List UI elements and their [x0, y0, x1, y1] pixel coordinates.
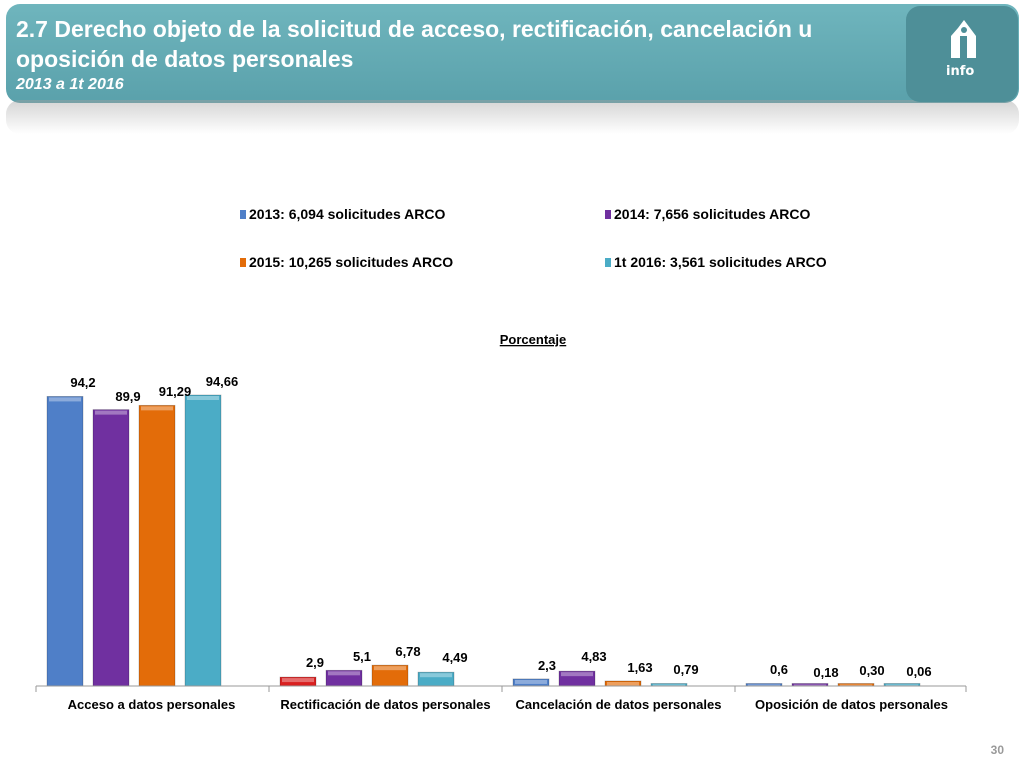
- bar-highlight: [328, 671, 360, 676]
- legend-swatch: [240, 210, 246, 219]
- bar-highlight: [840, 684, 872, 686]
- monument-icon: [951, 20, 976, 58]
- bar-highlight: [515, 679, 547, 684]
- legend-swatch: [240, 258, 246, 267]
- bar-highlight: [95, 410, 127, 415]
- data-label: 4,83: [581, 649, 606, 664]
- data-label: 2,9: [306, 655, 324, 670]
- bar: [138, 404, 176, 687]
- legend-swatch: [605, 258, 611, 267]
- logo-text: info: [946, 64, 975, 79]
- chart-title: Porcentaje: [500, 332, 566, 347]
- data-label: 2,3: [538, 658, 556, 673]
- data-label: 94,2: [70, 375, 95, 390]
- data-label: 1,63: [627, 660, 652, 675]
- category-label: Acceso a datos personales: [68, 697, 236, 712]
- data-label: 0,18: [813, 665, 838, 680]
- data-label: 91,29: [159, 384, 192, 399]
- data-label: 89,9: [115, 389, 140, 404]
- legend-label: 2015: 10,265 solicitudes ARCO: [249, 254, 453, 270]
- page-number: 30: [990, 743, 1004, 757]
- data-label: 4,49: [442, 650, 467, 665]
- slide-subtitle: 2013 a 1t 2016: [16, 76, 124, 93]
- bar-highlight: [141, 406, 173, 411]
- bar-highlight: [282, 678, 314, 683]
- info-logo: [906, 6, 1018, 102]
- legend-label: 2014: 7,656 solicitudes ARCO: [614, 206, 810, 222]
- bar-highlight: [886, 684, 918, 686]
- category-label: Cancelación de datos personales: [516, 697, 722, 712]
- bar-highlight: [607, 681, 639, 686]
- bar-highlight: [49, 397, 81, 402]
- bar-highlight: [794, 684, 826, 686]
- bar-highlight: [748, 684, 780, 686]
- category-label: Oposición de datos personales: [755, 697, 948, 712]
- data-label: 0,79: [673, 662, 698, 677]
- legend-label: 2013: 6,094 solicitudes ARCO: [249, 206, 445, 222]
- bar-highlight: [420, 673, 452, 678]
- bar-highlight: [653, 684, 685, 686]
- bar-highlight: [187, 396, 219, 400]
- title-banner: [6, 4, 1019, 103]
- legend-label: 1t 2016: 3,561 solicitudes ARCO: [614, 254, 827, 270]
- bar: [184, 394, 222, 687]
- data-label: 5,1: [353, 649, 371, 664]
- legend-swatch: [605, 210, 611, 219]
- bar: [46, 396, 84, 687]
- bar-highlight: [561, 672, 593, 677]
- data-label: 0,30: [859, 663, 884, 678]
- data-label: 0,06: [906, 664, 931, 679]
- category-label: Rectificación de datos personales: [280, 697, 490, 712]
- bar-highlight: [374, 666, 406, 671]
- slide-title: 2.7 Derecho objeto de la solicitud de ac…: [16, 16, 813, 72]
- data-label: 6,78: [395, 644, 420, 659]
- data-label: 94,66: [206, 374, 239, 389]
- bar: [92, 409, 130, 687]
- title-banner-shadow: [6, 100, 1019, 134]
- data-label: 0,6: [770, 662, 788, 677]
